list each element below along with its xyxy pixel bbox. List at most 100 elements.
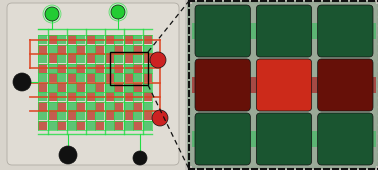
FancyBboxPatch shape (7, 3, 179, 165)
Bar (86, 121, 95, 130)
Bar (133, 64, 142, 73)
Bar (248, 4, 258, 166)
Bar (48, 83, 57, 92)
Bar (124, 45, 133, 54)
Bar (76, 45, 85, 54)
Bar (192, 163, 376, 169)
Bar (57, 64, 66, 73)
Bar (143, 102, 152, 111)
Bar (110, 52, 148, 85)
Bar (133, 35, 142, 44)
Bar (124, 64, 133, 73)
Bar (143, 35, 152, 44)
Bar (95, 64, 104, 73)
Bar (114, 73, 123, 82)
Bar (86, 35, 95, 44)
Bar (105, 111, 114, 120)
Bar (86, 92, 95, 101)
Bar (143, 54, 152, 63)
Bar (48, 54, 57, 63)
Circle shape (150, 52, 166, 68)
Bar (95, 102, 104, 111)
Bar (133, 45, 142, 54)
Bar (38, 111, 47, 120)
Bar (67, 54, 76, 63)
Bar (67, 45, 76, 54)
Bar (143, 121, 152, 130)
Bar (114, 45, 123, 54)
Bar (114, 121, 123, 130)
Bar (38, 102, 47, 111)
Bar (86, 111, 95, 120)
Bar (133, 73, 142, 82)
Bar (76, 35, 85, 44)
Bar (133, 121, 142, 130)
Circle shape (152, 110, 168, 126)
Circle shape (111, 5, 125, 19)
FancyBboxPatch shape (318, 113, 373, 165)
Bar (86, 83, 95, 92)
Bar (95, 111, 104, 120)
Bar (76, 73, 85, 82)
Bar (86, 54, 95, 63)
Bar (192, 55, 376, 61)
Bar (76, 54, 85, 63)
Bar (95, 73, 104, 82)
Bar (48, 45, 57, 54)
Bar (57, 35, 66, 44)
Bar (105, 35, 114, 44)
Bar (133, 54, 142, 63)
Bar (57, 83, 66, 92)
Bar (124, 111, 133, 120)
Bar (105, 54, 114, 63)
Bar (67, 35, 76, 44)
Bar (76, 102, 85, 111)
Bar (48, 102, 57, 111)
Bar (114, 35, 123, 44)
Bar (86, 73, 95, 82)
Bar (67, 92, 76, 101)
FancyBboxPatch shape (256, 113, 312, 165)
FancyBboxPatch shape (256, 5, 312, 57)
Bar (192, 23, 376, 39)
Bar (86, 45, 95, 54)
Bar (114, 64, 123, 73)
Bar (143, 92, 152, 101)
Bar (48, 35, 57, 44)
Bar (38, 121, 47, 130)
Bar (38, 73, 47, 82)
Bar (143, 111, 152, 120)
Bar (67, 83, 76, 92)
Bar (187, 4, 197, 166)
FancyBboxPatch shape (318, 59, 373, 111)
Bar (57, 102, 66, 111)
Bar (143, 64, 152, 73)
Bar (105, 102, 114, 111)
Bar (0, 0, 185, 170)
Bar (67, 64, 76, 73)
FancyBboxPatch shape (195, 5, 250, 57)
Bar (57, 73, 66, 82)
Bar (105, 92, 114, 101)
Bar (86, 64, 95, 73)
Bar (192, 58, 376, 112)
Bar (48, 64, 57, 73)
Bar (57, 121, 66, 130)
Bar (67, 121, 76, 130)
Bar (124, 35, 133, 44)
Bar (105, 121, 114, 130)
Bar (57, 45, 66, 54)
Bar (57, 92, 66, 101)
Bar (76, 64, 85, 73)
Bar (124, 73, 133, 82)
Bar (114, 102, 123, 111)
Bar (105, 83, 114, 92)
Bar (67, 73, 76, 82)
Bar (38, 35, 47, 44)
Bar (67, 102, 76, 111)
Bar (95, 54, 104, 63)
Bar (192, 109, 376, 115)
Bar (48, 121, 57, 130)
Bar (105, 73, 114, 82)
Bar (310, 4, 320, 166)
